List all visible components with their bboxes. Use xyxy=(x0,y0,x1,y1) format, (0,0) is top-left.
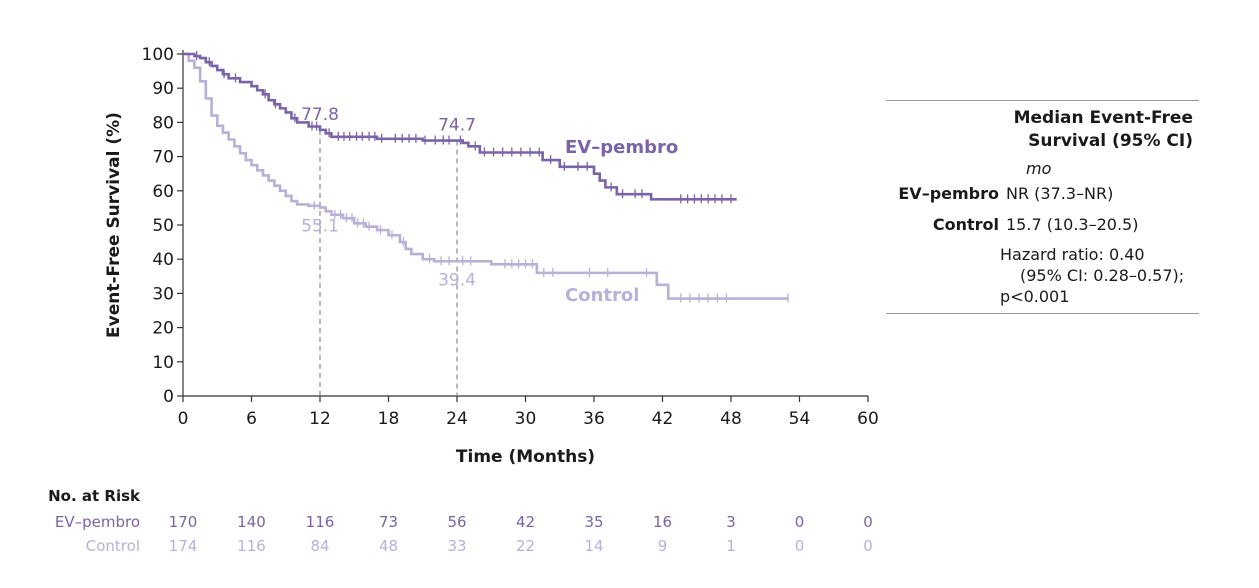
risk-row-label-ev-pembro: EV–pembro xyxy=(55,513,140,531)
summary-row-control: Control 15.7 (10.3–20.5) xyxy=(886,209,1199,240)
risk-table-title: No. at Risk xyxy=(48,487,141,505)
x-tick-label: 36 xyxy=(583,409,605,429)
risk-count-control: 48 xyxy=(379,537,398,555)
landmark-value-ev-pembro: 74.7 xyxy=(438,116,476,136)
summary-row-value: NR (37.3–NR) xyxy=(1006,184,1114,203)
x-axis-title: Time (Months) xyxy=(456,447,595,467)
summary-unit: mo xyxy=(1026,159,1052,178)
y-tick-label: 40 xyxy=(152,250,174,270)
x-tick-label: 48 xyxy=(720,409,742,429)
x-tick-label: 12 xyxy=(309,409,331,429)
x-tick-label: 42 xyxy=(652,409,674,429)
x-tick-label: 0 xyxy=(178,409,189,429)
risk-count-ev-pembro: 3 xyxy=(726,513,736,531)
summary-row-label: Control xyxy=(932,215,999,234)
summary-row-value: 15.7 (10.3–20.5) xyxy=(1006,215,1139,234)
x-tick-label: 60 xyxy=(857,409,879,429)
risk-count-ev-pembro: 0 xyxy=(795,513,805,531)
risk-count-ev-pembro: 73 xyxy=(379,513,398,531)
y-axis-title: Event-Free Survival (%) xyxy=(104,112,124,338)
x-tick-label: 6 xyxy=(246,409,257,429)
survival-curve-ev-pembro xyxy=(183,52,737,201)
x-tick-label: 18 xyxy=(378,409,400,429)
survival-curve-control xyxy=(183,52,789,300)
x-tick-label: 54 xyxy=(789,409,811,429)
risk-row-label-control: Control xyxy=(86,537,140,555)
summary-row-ev-pembro: EV–pembro NR (37.3–NR) xyxy=(886,178,1199,209)
risk-count-ev-pembro: 56 xyxy=(447,513,466,531)
hazard-ratio-text: Hazard ratio: 0.40 (95% CI: 0.28–0.57); … xyxy=(886,244,1199,313)
hazard-ratio-pvalue: p<0.001 xyxy=(1000,287,1070,306)
series-label-ev-pembro: EV–pembro xyxy=(565,137,678,158)
risk-count-ev-pembro: 42 xyxy=(516,513,535,531)
summary-top-rule xyxy=(886,100,1199,101)
hazard-ratio-line: Hazard ratio: 0.40 xyxy=(1000,245,1145,264)
y-tick-label: 20 xyxy=(152,319,174,339)
risk-count-ev-pembro: 170 xyxy=(169,513,198,531)
risk-count-ev-pembro: 35 xyxy=(584,513,603,531)
x-tick-label: 30 xyxy=(515,409,537,429)
landmark-value-control: 55.1 xyxy=(301,217,339,237)
hazard-ratio-ci: (95% CI: 0.28–0.57); xyxy=(1020,266,1185,285)
series-label-control: Control xyxy=(565,285,639,306)
risk-count-ev-pembro: 116 xyxy=(306,513,335,531)
y-tick-label: 70 xyxy=(152,148,174,168)
y-tick-label: 90 xyxy=(152,79,174,99)
landmark-value-control: 39.4 xyxy=(438,270,476,290)
y-tick-label: 100 xyxy=(142,45,174,65)
risk-count-ev-pembro: 140 xyxy=(237,513,266,531)
summary-header-line1: Median Event-Free xyxy=(1013,108,1193,128)
risk-count-control: 0 xyxy=(795,537,805,555)
x-tick-label: 24 xyxy=(446,409,468,429)
summary-header: Median Event-Free Survival (95% CI) xyxy=(886,107,1199,153)
risk-count-ev-pembro: 0 xyxy=(863,513,873,531)
risk-count-control: 22 xyxy=(516,537,535,555)
risk-count-control: 14 xyxy=(584,537,603,555)
risk-count-control: 174 xyxy=(169,537,198,555)
risk-count-ev-pembro: 16 xyxy=(653,513,672,531)
risk-count-control: 116 xyxy=(237,537,266,555)
summary-header-line2: Survival (95% CI) xyxy=(1028,131,1193,151)
summary-row-label: EV–pembro xyxy=(898,184,999,203)
risk-count-control: 1 xyxy=(726,537,736,555)
y-tick-label: 80 xyxy=(152,113,174,133)
y-tick-label: 10 xyxy=(152,353,174,373)
y-tick-label: 60 xyxy=(152,182,174,202)
median-efs-summary: Median Event-Free Survival (95% CI) mo E… xyxy=(886,100,1199,314)
landmark-value-ev-pembro: 77.8 xyxy=(301,105,339,125)
risk-count-control: 33 xyxy=(447,537,466,555)
risk-count-control: 0 xyxy=(863,537,873,555)
y-tick-label: 0 xyxy=(163,387,174,407)
risk-count-control: 84 xyxy=(310,537,329,555)
risk-count-control: 9 xyxy=(658,537,668,555)
summary-bottom-rule xyxy=(886,313,1199,314)
y-tick-label: 50 xyxy=(152,216,174,236)
y-tick-label: 30 xyxy=(152,284,174,304)
